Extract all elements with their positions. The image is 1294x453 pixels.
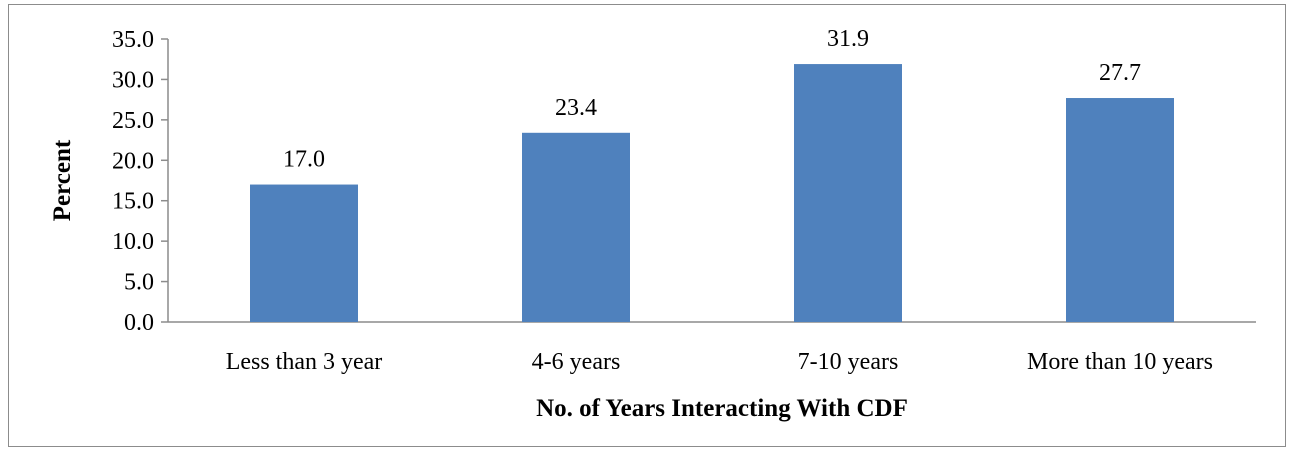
y-tick-label: 5.0 (124, 270, 154, 296)
bar (522, 132, 630, 322)
x-tick-label: 7-10 years (798, 349, 899, 375)
y-tick-label: 25.0 (112, 108, 154, 134)
y-tick-label: 20.0 (112, 148, 154, 174)
x-tick-label: More than 10 years (1027, 349, 1213, 375)
y-axis-ticks: 0.0 5.0 10.0 15.0 20.0 25.0 30.0 35.0 (112, 27, 168, 336)
bar (794, 64, 902, 323)
y-tick-label: 30.0 (112, 67, 154, 93)
bar (1066, 98, 1174, 322)
bar (250, 184, 358, 322)
x-tick-label: 4-6 years (532, 349, 621, 375)
x-axis-category-labels: Less than 3 year 4-6 years 7-10 years More … (226, 349, 1213, 375)
bar-value-label: 17.0 (283, 147, 325, 173)
y-axis-title: Percent (49, 139, 76, 221)
bar-value-label: 27.7 (1099, 60, 1141, 86)
bar-value-label: 31.9 (827, 26, 869, 52)
data-labels: 17.0 23.4 31.9 27.7 (283, 26, 1141, 172)
bars (250, 64, 1174, 323)
x-tick-label: Less than 3 year (226, 349, 383, 375)
y-tick-label: 0.0 (124, 310, 154, 336)
bar-value-label: 23.4 (555, 95, 597, 121)
y-tick-label: 35.0 (112, 27, 154, 53)
y-tick-label: 15.0 (112, 189, 154, 215)
y-tick-label: 10.0 (112, 229, 154, 255)
x-axis-title: No. of Years Interacting With CDF (536, 395, 908, 422)
